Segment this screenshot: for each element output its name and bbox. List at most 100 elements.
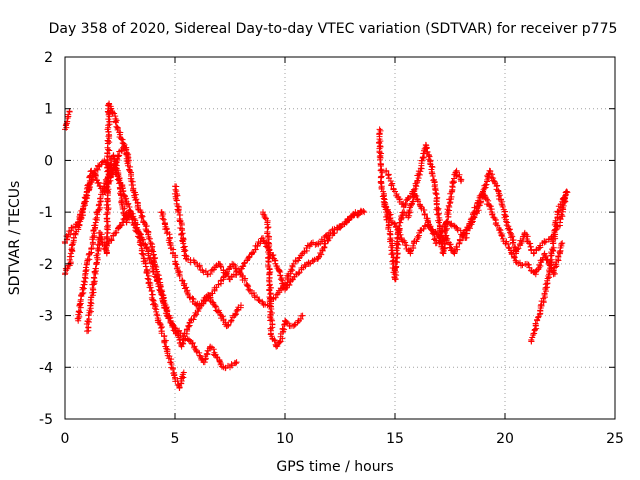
data-point-trail (413, 238, 420, 245)
data-point-trail (256, 297, 263, 304)
data-point-trail (153, 277, 160, 284)
data-point-trail (266, 287, 273, 294)
data-point-trail (124, 153, 131, 160)
data-point-trail (446, 244, 453, 251)
data-point-trail (466, 221, 473, 228)
data-point-trail (474, 200, 481, 207)
data-point-trail (542, 238, 549, 245)
data-point-trail (88, 245, 95, 252)
data-point-trail (181, 243, 188, 250)
data-point-trail (108, 236, 115, 243)
data-point-trail (311, 256, 318, 263)
data-point (559, 240, 566, 247)
data-point-trail (137, 241, 144, 248)
y-tick-label: 2 (44, 50, 53, 66)
data-point-trail (409, 242, 416, 249)
data-point-trail (234, 306, 241, 313)
data-point-trail (214, 308, 221, 315)
data-point-trail (432, 190, 439, 197)
data-point-trail (112, 161, 119, 168)
data-point-trail (502, 240, 509, 247)
data-point-trail (537, 262, 544, 269)
data-point-trail (68, 242, 75, 249)
data-point-trail (413, 192, 420, 199)
data-point-trail (110, 232, 117, 239)
data-point-trail (467, 216, 474, 223)
data-point-trail (176, 384, 183, 391)
data-point-trail (271, 257, 278, 264)
data-point-trail (80, 289, 87, 296)
data-point-trail (519, 262, 526, 269)
data-point-trail (187, 317, 194, 324)
x-axis-label: GPS time / hours (276, 459, 393, 475)
data-point-trail (172, 186, 179, 193)
data-point-trail (88, 300, 95, 307)
data-point-trail (411, 192, 418, 199)
data-point-trail (64, 265, 71, 272)
data-point-trail (558, 241, 565, 248)
data-point-trail (113, 229, 120, 236)
data-point-trail (95, 179, 102, 186)
data-point-trail (277, 276, 284, 283)
data-point-trail (210, 346, 217, 353)
data-point-trail (562, 189, 569, 196)
data-point-trail (84, 256, 91, 263)
data-point-trail (153, 274, 160, 281)
data-point-trail (485, 197, 492, 204)
data-point (191, 312, 198, 319)
data-point-trail (472, 207, 479, 214)
data-point-trail (266, 254, 273, 261)
y-tick-label: 0 (44, 153, 53, 169)
data-point-trail (207, 270, 214, 277)
data-point-trail (334, 225, 341, 232)
data-point-trail (190, 316, 197, 323)
y-tick-label: -3 (39, 309, 53, 325)
data-point (97, 229, 104, 236)
data-point-trail (270, 252, 277, 259)
data-point-trail (161, 339, 168, 346)
data-point-trail (416, 171, 423, 178)
data-point-trail (67, 231, 74, 238)
data-point-trail (445, 202, 452, 209)
data-point-trail (490, 178, 497, 185)
data-point-trail (241, 260, 248, 267)
data-point-trail (144, 270, 151, 277)
data-point-trail (92, 216, 99, 223)
data-point-trail (142, 263, 149, 270)
data-point-trail (240, 263, 247, 270)
data-point-trail (195, 306, 202, 313)
data-point-trail (219, 313, 226, 320)
data-point (563, 188, 570, 195)
data-point-trail (379, 169, 386, 176)
data-point-trail (454, 225, 461, 232)
data-point-trail (376, 156, 383, 163)
data-point-trail (79, 284, 86, 291)
data-point-trail (388, 244, 395, 251)
data-point-trail (318, 251, 325, 258)
data-point-trail (249, 249, 256, 256)
data-point-trail (250, 290, 257, 297)
data-point-trail (385, 208, 391, 215)
data-point-trail (511, 254, 518, 261)
data-point-trail (119, 148, 126, 155)
data-point-trail (434, 194, 441, 201)
data-point-trail (260, 237, 267, 244)
data-point-trail (439, 249, 446, 256)
data-point-trail (525, 262, 532, 269)
data-point-trail (515, 245, 522, 252)
data-point-trail (496, 192, 503, 199)
data-point-trail (119, 205, 126, 212)
data-point-trail (117, 222, 124, 229)
data-point-trail (104, 196, 111, 203)
data-point-trail (441, 241, 448, 248)
data-point-trail (331, 229, 338, 236)
data-point-trail (117, 191, 124, 198)
data-point-trail (274, 343, 281, 350)
data-point-trail (144, 275, 151, 282)
data-point-trail (245, 283, 252, 290)
x-tick-label: 10 (276, 431, 294, 447)
data-point-trail (157, 324, 164, 331)
data-point-trail (283, 282, 290, 289)
data-point-trail (305, 261, 312, 268)
